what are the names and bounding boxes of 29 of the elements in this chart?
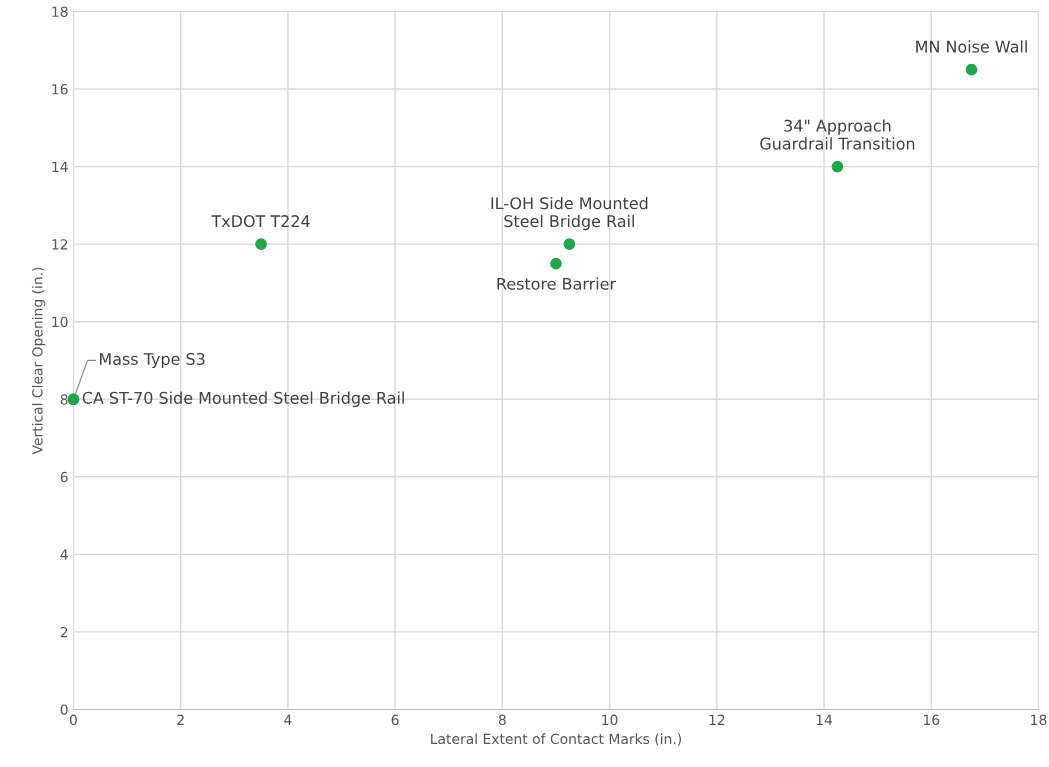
y-tick-label: 4 — [60, 549, 68, 560]
y-tick-label: 14 — [52, 161, 68, 172]
annotation: TxDOT T224 — [211, 215, 310, 228]
x-tick-label: 18 — [1031, 714, 1047, 726]
annotation: Mass Type S3 — [100, 352, 205, 369]
annotation: 34" Approach Guardrail Transition — [760, 119, 915, 150]
x-tick-label: 4 — [284, 714, 292, 725]
annotation: MN Noise Wall — [916, 40, 1027, 53]
y-tick-label: 16 — [52, 84, 68, 95]
x-tick-label: 16 — [923, 714, 940, 726]
annotation: IL-OH Side Mounted Steel Bridge Rail — [491, 196, 648, 231]
x-tick-label: 12 — [709, 714, 725, 725]
x-tick-label: 2 — [177, 714, 184, 725]
y-axis-title: Vertical Clear Opening (in.) — [31, 267, 46, 455]
x-tick-label: 8 — [498, 714, 506, 726]
y-tick-label: 12 — [52, 239, 68, 250]
x-tick-label: 0 — [69, 714, 77, 726]
x-axis-title: Lateral Extent of Contact Marks (in.) — [431, 733, 681, 746]
annotation: CA ST-70 Side Mounted Steel Bridge Rail — [82, 391, 404, 407]
y-tick-label: 8 — [60, 394, 68, 405]
y-tick-label: 18 — [52, 6, 68, 17]
y-tick-label: 10 — [52, 316, 68, 328]
x-tick-label: 6 — [391, 714, 399, 726]
x-tick-label: 10 — [602, 714, 618, 726]
x-tick-label: 14 — [816, 714, 833, 725]
y-tick-label: 0 — [60, 704, 68, 715]
annotation: Restore Barrier — [497, 277, 617, 290]
y-tick-label: 6 — [60, 471, 68, 483]
y-tick-label: 2 — [60, 626, 68, 638]
